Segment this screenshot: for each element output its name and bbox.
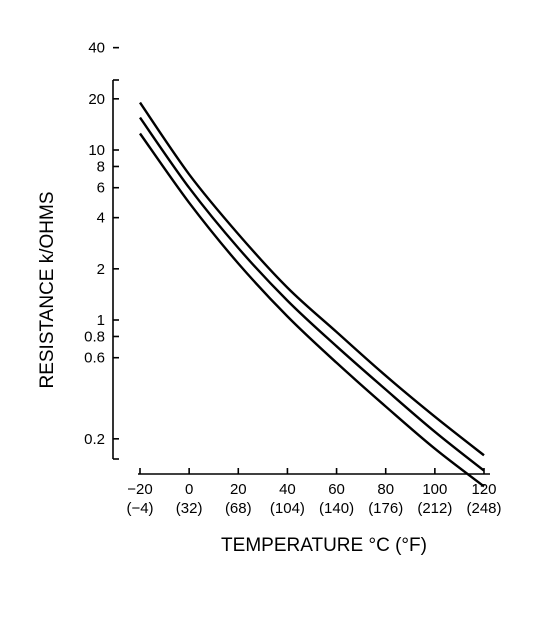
x-tick-label: 100 [422, 481, 447, 498]
y-tick-label: 0.8 [84, 328, 105, 345]
y-tick-label: 8 [97, 158, 105, 175]
x-tick-label: 20 [230, 481, 247, 498]
y-axis-ticks: 40 20 108 6 4 2 10.8 0.6 0.2 [84, 40, 119, 448]
x-tick-sublabel: (212) [417, 500, 452, 517]
x-tick-label: −20 [127, 481, 152, 498]
x-tick-label: 120 [471, 481, 496, 498]
x-tick-sublabel: (176) [368, 500, 403, 517]
y-tick-label: 6 [97, 180, 105, 197]
y-axis-label: RESISTANCE k/OHMS [37, 191, 58, 388]
x-tick-sublabel: (−4) [126, 500, 153, 517]
x-tick-label: 80 [377, 481, 394, 498]
y-tick-label: 10 [88, 142, 105, 159]
x-tick-label: 0 [185, 481, 193, 498]
y-tick-label: 1 [97, 312, 105, 329]
series-line-2 [139, 116, 485, 472]
y-tick-label: 20 [88, 91, 105, 108]
x-axis-label: TEMPERATURE °C (°F) [221, 535, 427, 556]
x-tick-label: 60 [328, 481, 345, 498]
x-tick-sublabel: (248) [466, 500, 501, 517]
x-tick-sublabel: (68) [225, 500, 252, 517]
series-layer [139, 101, 485, 488]
y-tick-label: 0.6 [84, 350, 105, 367]
x-tick-sublabel: (104) [270, 500, 305, 517]
y-tick-label: 40 [88, 40, 105, 57]
y-tick-label: 2 [97, 261, 105, 278]
y-tick-label: 4 [97, 210, 105, 227]
x-tick-sublabel: (140) [319, 500, 354, 517]
y-tick-label: 0.2 [84, 431, 105, 448]
series-line-3 [139, 132, 485, 488]
x-tick-sublabel: (32) [176, 500, 203, 517]
x-axis-ticks: −20 (−4) 0 (32) 20 (68) 40 (104) 60 (140) 80 (176) 1… [126, 468, 502, 517]
x-tick-label: 40 [279, 481, 296, 498]
series-line-1 [139, 101, 485, 457]
